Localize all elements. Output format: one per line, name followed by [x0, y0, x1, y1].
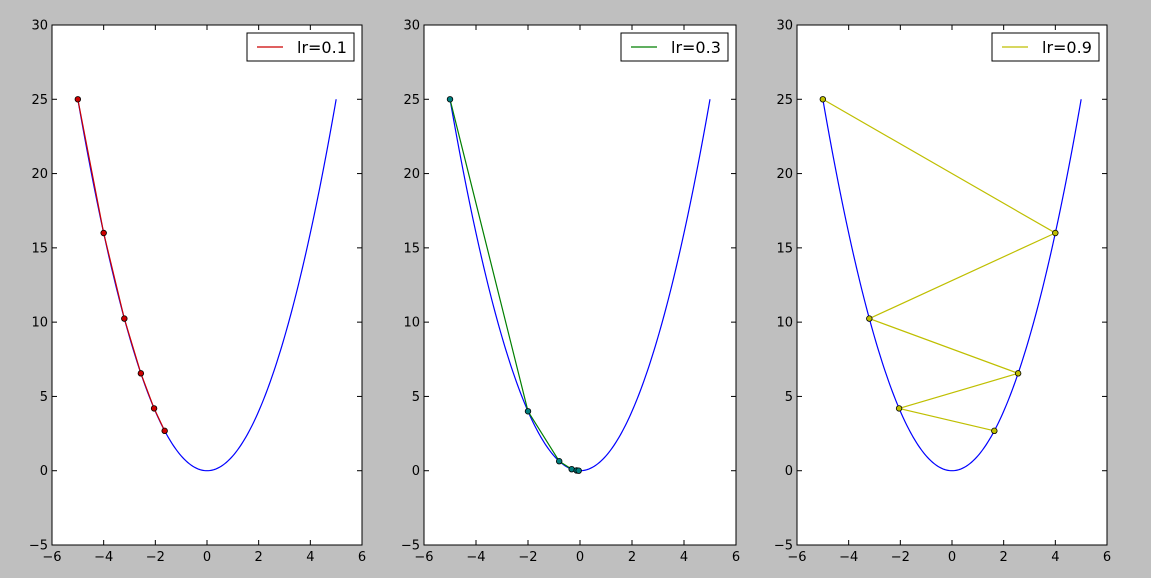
x-tick-label: 2 [628, 550, 636, 565]
plot-area [797, 25, 1107, 545]
x-tick-label: 2 [1000, 550, 1008, 565]
y-tick-label: 10 [776, 316, 793, 331]
x-tick-label: −6 [787, 550, 806, 565]
data-point [1052, 229, 1059, 237]
x-tick-label: −2 [518, 550, 537, 565]
y-tick-label: 5 [785, 390, 793, 405]
y-tick-label: −5 [774, 539, 793, 554]
y-tick-label: 5 [412, 390, 420, 405]
data-point [121, 315, 128, 322]
y-tick-label: 20 [776, 167, 793, 182]
y-tick-label: −5 [401, 539, 420, 554]
x-tick-label: −6 [42, 550, 61, 565]
x-tick-label: −6 [414, 550, 433, 565]
plot-area [424, 25, 736, 545]
legend-label: lr=0.3 [671, 38, 721, 57]
series-line [822, 98, 1057, 432]
legend: lr=0.9 [991, 32, 1100, 62]
chart-panel-3: −6 −4 −2 0 2 4 6 −5 0 5 10 15 20 25 30 lr=0.9 [774, 19, 1111, 566]
data-point [100, 229, 107, 237]
legend-label: lr=0.9 [1042, 38, 1092, 57]
series-line [77, 99, 166, 432]
y-tick-label: 0 [412, 464, 420, 479]
data-point [161, 427, 168, 435]
data-point [446, 96, 454, 103]
y-tick-label: 25 [776, 93, 793, 108]
chart-panel-2: −6 −4 −2 0 2 4 6 −5 0 5 10 15 20 25 30 lr=0.3 [401, 19, 740, 566]
y-tick-label: 10 [31, 316, 48, 331]
y-tick-label: 25 [31, 93, 48, 108]
y-tick-label: 25 [403, 93, 420, 108]
x-tick-label: 6 [732, 550, 740, 565]
y-tick-label: 15 [403, 241, 420, 256]
y-tick-label: 5 [40, 390, 48, 405]
y-tick-label: −5 [29, 539, 48, 554]
x-tick-label: −2 [891, 550, 910, 565]
y-tick-label: 20 [403, 167, 420, 182]
y-tick-label: 0 [785, 464, 793, 479]
chart-panel-1: −6 −4 −2 0 2 4 6 −5 0 5 10 15 20 25 30 lr=0.1 [29, 19, 366, 566]
x-tick-label: −4 [839, 550, 858, 565]
y-tick-label: 0 [40, 464, 48, 479]
y-tick-label: 30 [31, 19, 48, 34]
x-tick-label: −2 [146, 550, 165, 565]
legend: lr=0.1 [246, 32, 355, 62]
x-tick-label: 4 [680, 550, 688, 565]
data-point [866, 315, 873, 322]
data-point [991, 427, 998, 435]
x-tick-label: 6 [1103, 550, 1111, 565]
x-tick-label: 2 [255, 550, 263, 565]
x-tick-label: −4 [94, 550, 113, 565]
y-tick-label: 20 [31, 167, 48, 182]
data-point [524, 408, 532, 415]
data-point [74, 96, 82, 103]
x-tick-label: 0 [948, 550, 956, 565]
data-point [575, 467, 582, 474]
x-tick-label: 6 [358, 550, 366, 565]
plot-area [52, 25, 362, 545]
parabola-curve [822, 99, 1082, 472]
y-tick-label: 10 [403, 316, 420, 331]
x-tick-label: 0 [576, 550, 584, 565]
data-point [895, 405, 903, 412]
x-tick-label: 4 [306, 550, 314, 565]
y-tick-label: 30 [403, 19, 420, 34]
data-point [1014, 370, 1022, 377]
x-tick-label: 0 [203, 550, 211, 565]
legend: lr=0.3 [620, 32, 729, 62]
data-point [819, 96, 827, 103]
y-tick-label: 30 [776, 19, 793, 34]
y-tick-label: 15 [31, 241, 48, 256]
data-point [137, 370, 145, 377]
x-tick-label: −4 [466, 550, 485, 565]
data-point [556, 458, 563, 465]
y-tick-label: 15 [776, 241, 793, 256]
legend-label: lr=0.1 [297, 38, 347, 57]
x-tick-label: 4 [1051, 550, 1059, 565]
data-point [150, 405, 158, 412]
